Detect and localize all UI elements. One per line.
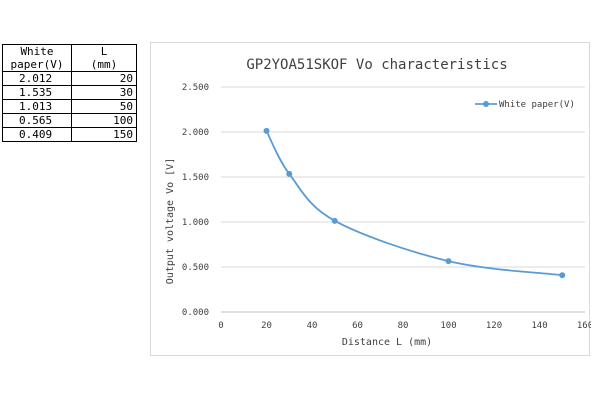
legend-marker [483,101,489,107]
data-table: White paper(V) L (mm) 2.012 20 1.535 30 … [2,44,137,142]
line-chart: GP2YOA51SKOF Vo characteristics 0.000 0.5… [165,57,591,348]
header-white-paper: White paper(V) [2,44,72,72]
data-point [286,170,293,177]
voltage-cell: 2.012 [2,71,72,86]
y-tick-label: 1.500 [182,173,209,183]
voltage-cell: 0.565 [2,113,72,128]
table-row: 2.012 20 [2,71,137,86]
legend-label: White paper(V) [499,100,575,110]
chart-area: GP2YOA51SKOF Vo characteristics 0.000 0.5… [150,42,591,356]
x-tick-label: 140 [531,321,547,331]
header-line: White [20,45,54,58]
voltage-cell: 1.013 [2,99,72,114]
y-tick-label: 2.000 [182,128,209,138]
x-tick-label: 160 [577,321,591,331]
header-distance: L (mm) [71,44,137,72]
distance-cell: 100 [71,113,137,128]
chart-title: GP2YOA51SKOF Vo characteristics [246,57,507,73]
distance-cell: 20 [71,71,137,86]
x-tick-label: 120 [486,321,502,331]
y-axis-ticks: 0.000 0.500 1.000 1.500 2.000 2.500 [182,83,209,318]
x-axis-ticks: 0 20 40 60 80 100 120 140 160 [218,321,591,331]
y-tick-label: 0.500 [182,263,209,273]
legend: White paper(V) [475,100,575,110]
data-point [445,258,452,265]
table-row: 0.565 100 [2,113,137,128]
y-axis-label: Output voltage Vo [V] [165,158,176,284]
gridlines [221,86,585,268]
table-header-row: White paper(V) L (mm) [2,44,137,72]
series-line [265,130,563,277]
distance-cell: 30 [71,85,137,100]
x-axis-label: Distance L (mm) [342,337,432,348]
voltage-cell: 0.409 [2,127,72,142]
y-tick-label: 1.000 [182,218,209,228]
table-row: 0.409 150 [2,127,137,142]
header-line: L [100,45,108,58]
header-line: (mm) [90,58,118,71]
x-tick-label: 60 [352,321,363,331]
table-row: 1.013 50 [2,99,137,114]
voltage-cell: 1.535 [2,85,72,100]
data-point [559,272,566,279]
data-point [263,127,270,134]
x-tick-label: 20 [261,321,272,331]
data-point [331,217,338,224]
y-tick-label: 2.500 [182,83,209,93]
x-tick-label: 40 [307,321,318,331]
x-tick-label: 0 [218,321,223,331]
x-tick-label: 100 [440,321,456,331]
table-row: 1.535 30 [2,85,137,100]
header-line: paper(V) [10,58,64,71]
x-tick-label: 80 [398,321,409,331]
series-white-paper [263,127,566,279]
distance-cell: 50 [71,99,137,114]
y-tick-label: 0.000 [182,308,209,318]
distance-cell: 150 [71,127,137,142]
